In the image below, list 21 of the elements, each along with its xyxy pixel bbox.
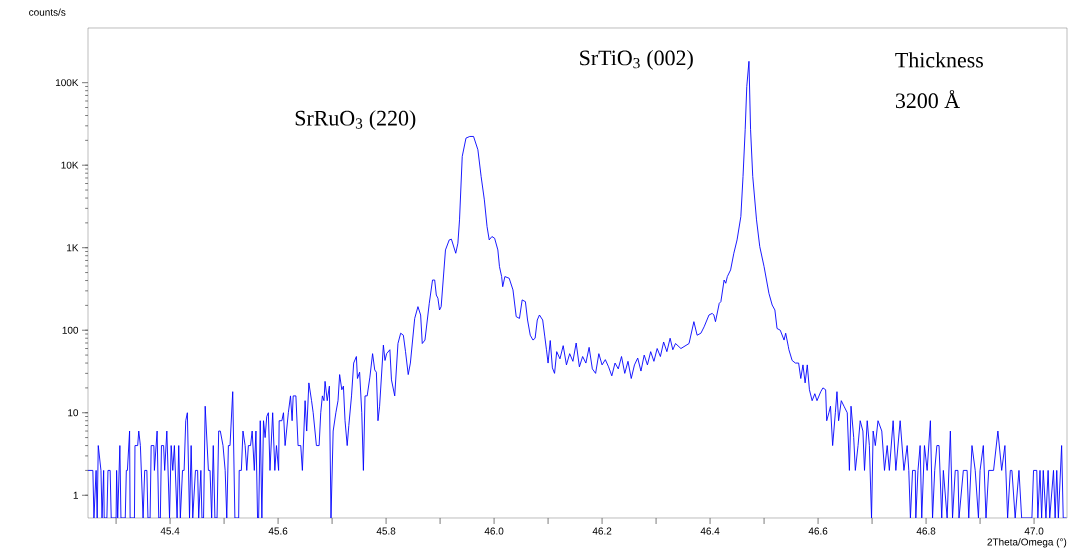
annotation: SrTiO$_{3}$ (002): [580, 49, 693, 70]
y-tick-label: 1K: [67, 244, 79, 252]
y-tick-label: 1: [73, 491, 78, 499]
y-tick-label: 100: [62, 326, 79, 334]
x-tick-label: 45.8: [376, 527, 396, 535]
x-tick-label: 45.6: [268, 527, 288, 535]
x-axis-title: 2Theta/Omega (°): [987, 538, 1067, 548]
annotation: SrRuO$_{3}$ (220): [295, 110, 416, 131]
x-tick-label: 46.0: [484, 527, 504, 535]
y-tick-label: 100K: [55, 79, 79, 87]
y-tick-label: 10: [68, 409, 79, 417]
x-tick-label: 46.8: [916, 527, 936, 535]
x-tick-label: 46.2: [592, 527, 612, 535]
annotation: Thickness: [895, 52, 983, 68]
annotation: 3200 Å: [895, 89, 960, 109]
x-tick-label: 47.0: [1024, 527, 1044, 535]
x-tick-label: 45.4: [160, 527, 180, 535]
x-tick-label: 46.4: [700, 527, 720, 535]
y-axis-title: counts/s: [29, 8, 66, 16]
y-tick-label: 10K: [61, 161, 79, 169]
x-tick-label: 46.6: [808, 527, 828, 535]
